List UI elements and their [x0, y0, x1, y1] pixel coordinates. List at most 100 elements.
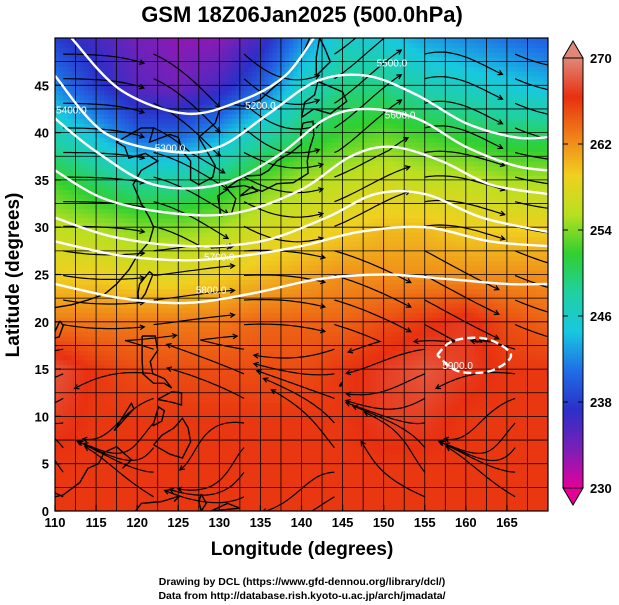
temperature-cell	[87, 359, 93, 365]
temperature-cell	[330, 340, 335, 347]
temperature-cell	[264, 326, 270, 332]
temperature-cell	[55, 406, 60, 413]
temperature-cell	[437, 425, 442, 432]
temperature-cell	[100, 416, 105, 422]
temperature-cell	[243, 331, 249, 337]
temperature-cell	[453, 492, 459, 498]
temperature-cell	[322, 373, 327, 380]
temperature-cell	[543, 402, 548, 408]
temperature-cell	[519, 383, 524, 389]
temperature-cell	[441, 430, 446, 436]
temperature-cell	[330, 354, 335, 361]
temperature-cell	[519, 326, 524, 332]
temperature-cell	[248, 411, 253, 417]
temperature-cell	[223, 473, 229, 479]
temperature-cell	[359, 345, 364, 351]
temperature-cell	[519, 421, 524, 427]
temperature-cell	[404, 359, 409, 365]
temperature-cell	[539, 496, 545, 503]
temperature-cell	[305, 340, 311, 347]
temperature-cell	[252, 492, 257, 498]
temperature-cell	[239, 383, 245, 389]
temperature-cell	[186, 449, 192, 455]
temperature-cell	[215, 406, 220, 413]
temperature-cell	[157, 482, 163, 488]
temperature-cell	[334, 482, 340, 488]
temperature-cell	[124, 345, 130, 351]
temperature-cell	[165, 458, 171, 465]
temperature-cell	[170, 373, 175, 380]
temperature-cell	[457, 340, 463, 347]
temperature-cell	[91, 402, 97, 408]
temperature-cell	[207, 317, 212, 323]
temperature-cell	[145, 354, 151, 361]
temperature-cell	[506, 425, 512, 432]
temperature-cell	[252, 482, 257, 488]
temperature-cell	[79, 468, 85, 474]
temperature-cell	[490, 506, 496, 511]
temperature-cell	[231, 421, 237, 427]
temperature-cell	[297, 492, 303, 498]
temperature-cell	[157, 369, 163, 375]
temperature-cell	[502, 406, 508, 413]
temperature-cell	[260, 312, 266, 318]
temperature-cell	[207, 397, 212, 403]
temperature-cell	[469, 501, 475, 507]
temperature-cell	[297, 345, 303, 351]
temperature-cell	[465, 425, 471, 432]
temperature-cell	[260, 463, 266, 470]
temperature-cell	[531, 397, 537, 403]
temperature-cell	[75, 506, 81, 511]
temperature-cell	[149, 354, 155, 361]
temperature-cell	[71, 402, 77, 408]
temperature-cell	[322, 506, 327, 511]
temperature-cell	[482, 463, 487, 470]
temperature-cell	[231, 406, 237, 413]
temperature-cell	[432, 350, 438, 356]
temperature-cell	[437, 388, 442, 394]
temperature-cell	[326, 482, 331, 488]
temperature-cell	[223, 506, 229, 511]
temperature-cell	[141, 449, 146, 455]
temperature-cell	[539, 444, 545, 451]
temperature-cell	[441, 383, 446, 389]
temperature-cell	[145, 435, 151, 441]
temperature-cell	[71, 359, 77, 365]
temperature-cell	[128, 331, 134, 337]
temperature-cell	[350, 430, 356, 436]
temperature-cell	[330, 458, 335, 465]
temperature-cell	[490, 444, 496, 451]
temperature-cell	[416, 383, 422, 389]
temperature-cell	[453, 496, 459, 503]
temperature-cell	[71, 435, 77, 441]
temperature-cell	[395, 335, 401, 342]
temperature-cell	[387, 397, 393, 403]
temperature-cell	[363, 373, 368, 380]
temperature-cell	[387, 482, 393, 488]
temperature-cell	[165, 425, 171, 432]
temperature-cell	[223, 435, 229, 441]
temperature-cell	[227, 402, 233, 408]
temperature-cell	[252, 416, 257, 422]
temperature-cell	[363, 383, 368, 389]
temperature-cell	[67, 345, 73, 351]
temperature-cell	[157, 440, 163, 446]
temperature-cell	[523, 440, 529, 446]
temperature-cell	[190, 359, 196, 365]
temperature-cell	[289, 340, 294, 347]
temperature-cell	[55, 482, 60, 488]
temperature-cell	[404, 430, 409, 436]
temperature-cell	[428, 335, 434, 342]
temperature-cell	[157, 392, 163, 399]
temperature-cell	[531, 317, 537, 323]
temperature-cell	[227, 458, 233, 465]
temperature-cell	[194, 326, 200, 332]
temperature-cell	[387, 321, 393, 328]
temperature-cell	[437, 402, 442, 408]
temperature-cell	[59, 331, 64, 337]
temperature-cell	[432, 435, 438, 441]
temperature-cell	[354, 345, 360, 351]
temperature-cell	[145, 317, 151, 323]
temperature-cell	[305, 359, 311, 365]
temperature-cell	[515, 326, 520, 332]
